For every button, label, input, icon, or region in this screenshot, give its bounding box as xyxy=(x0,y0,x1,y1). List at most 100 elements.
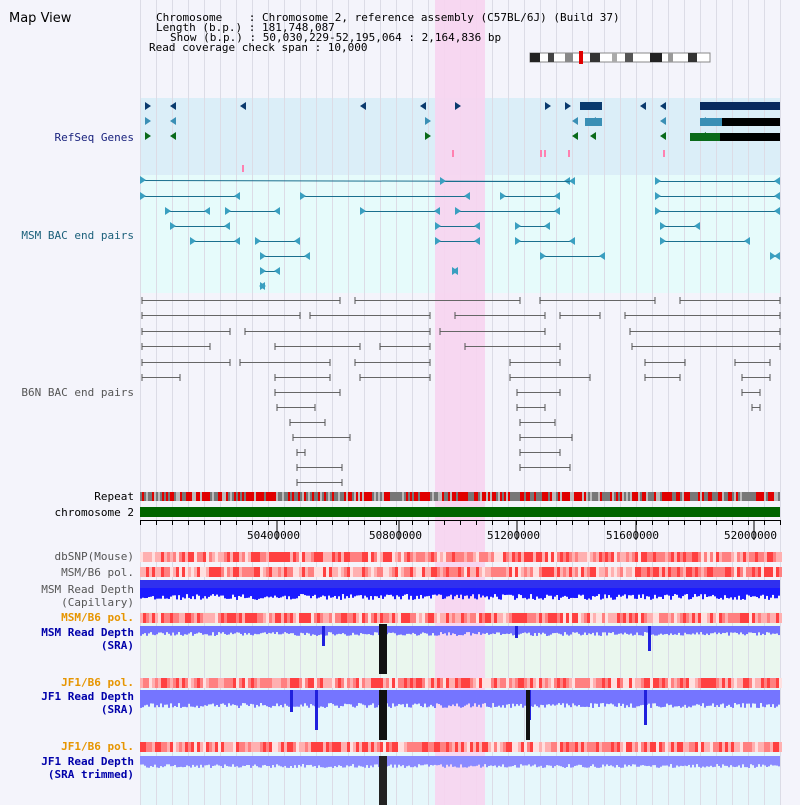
msm-depth-sra xyxy=(632,626,634,636)
jf1-b6-pol-heat xyxy=(485,678,488,688)
msm-depth-sra xyxy=(358,626,360,636)
dbsnp-heat xyxy=(203,552,206,562)
msm-depth-capillary xyxy=(168,582,170,599)
msm-b6-pol-heat xyxy=(179,567,182,577)
jf1-b6-pol-heat xyxy=(449,678,452,688)
msm-depth-sra xyxy=(338,626,340,634)
dbsnp-heat xyxy=(608,552,611,562)
msm-b6-pol-heat xyxy=(362,567,365,577)
msm-depth-capillary xyxy=(184,582,186,599)
repeat-segment xyxy=(212,492,214,501)
jf1-b6-pol-heat xyxy=(548,678,551,688)
msm-depth-capillary xyxy=(610,582,612,598)
dbsnp-heat xyxy=(440,552,443,562)
jf1-b6-pol-heat xyxy=(572,678,575,688)
dbsnp-heat xyxy=(389,552,392,562)
jf1-depth-trim xyxy=(708,756,710,767)
repeat-segment xyxy=(462,492,464,501)
msm-depth-capillary xyxy=(696,582,698,597)
msm-depth-capillary xyxy=(630,582,632,596)
msm-depth-capillary xyxy=(334,582,336,596)
msm-b6-pol-sra-heat xyxy=(485,613,488,623)
jf1-b6-pol-heat xyxy=(764,678,767,688)
repeat-segment xyxy=(760,492,762,501)
b6n-bac-end-pairs-label: B6N BAC end pairs xyxy=(21,386,134,399)
msm-depth-sra xyxy=(142,626,144,635)
jf1-depth-sra xyxy=(478,690,480,705)
jf1-depth-sra xyxy=(392,690,394,704)
jf1-b6-pol-2-heat xyxy=(626,742,629,752)
msm-b6-pol-heat xyxy=(743,567,746,577)
dbsnp-heat xyxy=(500,552,503,562)
jf1-depth-trim xyxy=(712,756,714,768)
jf1-b6-pol-2-heat xyxy=(458,742,461,752)
jf1-depth-trim xyxy=(376,756,378,765)
jf1-b6-pol-heat xyxy=(437,678,440,688)
jf1-depth-sra xyxy=(418,690,420,704)
ideogram-body xyxy=(529,52,711,63)
msm-bac-end xyxy=(434,207,440,215)
msm-depth-sra xyxy=(654,626,656,636)
jf1-depth-trim xyxy=(540,756,542,766)
msm-depth-sra xyxy=(752,626,754,633)
jf1-b6-pol-heat xyxy=(518,678,521,688)
jf1-depth-sra xyxy=(164,690,166,705)
jf1-depth-trim xyxy=(494,756,496,766)
jf1-depth-sra xyxy=(176,690,178,707)
msm-depth-capillary xyxy=(702,582,704,600)
repeat-segment xyxy=(292,492,294,501)
dbsnp-heat xyxy=(563,552,566,562)
msm-b6-pol-sra-heat xyxy=(263,613,266,623)
dbsnp-heat xyxy=(755,552,758,562)
jf1-depth-sra xyxy=(220,690,222,704)
repeat-segment xyxy=(216,492,218,501)
jf1-depth-trim xyxy=(388,756,390,766)
repeat-segment xyxy=(646,492,648,501)
jf1-b6-pol-heat xyxy=(287,678,290,688)
jf1-depth-sra xyxy=(594,690,596,704)
jf1-b6-pol-heat xyxy=(458,678,461,688)
msm-depth-capillary xyxy=(360,582,362,596)
jf1-b6-pol-2-heat xyxy=(539,742,542,752)
dbsnp-heat xyxy=(155,552,158,562)
jf1-depth-trim xyxy=(592,756,594,765)
msm-depth-capillary xyxy=(772,582,774,595)
jf1-b6-pol-heat xyxy=(686,678,689,688)
msm-depth-sra xyxy=(722,626,724,633)
dbsnp-heat xyxy=(185,552,188,562)
repeat-segment xyxy=(416,492,418,501)
dbsnp-heat xyxy=(179,552,182,562)
msm-depth-capillary xyxy=(284,582,286,596)
msm-depth-sra xyxy=(464,626,466,635)
msm-depth-sra xyxy=(192,626,194,636)
jf1-depth-trim xyxy=(502,756,504,765)
jf1-b6-pol-heat xyxy=(440,678,443,688)
dbsnp-heat xyxy=(335,552,338,562)
repeat-segment xyxy=(730,492,732,501)
msm-b6-pol-sra-heat xyxy=(722,613,725,623)
msm-depth-capillary xyxy=(316,582,318,599)
jf1-depth-trim xyxy=(456,756,458,768)
msm-b6-pol-sra-heat xyxy=(770,613,773,623)
msm-b6-pol-heat xyxy=(290,567,293,577)
jf1-b6-pol-heat xyxy=(683,678,686,688)
msm-depth-capillary xyxy=(688,582,690,600)
msm-depth-capillary xyxy=(356,582,358,596)
jf1-b6-pol-heat xyxy=(488,678,491,688)
jf1-depth-sra xyxy=(566,690,568,704)
repeat-segment xyxy=(624,492,626,501)
repeat-segment xyxy=(412,492,414,501)
msm-depth-capillary xyxy=(740,582,742,600)
msm-depth-sra xyxy=(774,626,776,634)
repeat-segment xyxy=(704,492,706,501)
msm-depth-sra xyxy=(346,626,348,636)
msm-depth-sra xyxy=(462,626,464,636)
jf1-depth-sra xyxy=(214,690,216,707)
jf1-depth-trim xyxy=(636,756,638,767)
msm-b6-pol-heat xyxy=(656,567,659,577)
jf1-b6-pol-2-heat xyxy=(152,742,155,752)
jf1-depth-sra xyxy=(498,690,500,706)
msm-b6-pol-sra-heat xyxy=(380,613,383,623)
jf1-depth-sra xyxy=(288,690,290,707)
